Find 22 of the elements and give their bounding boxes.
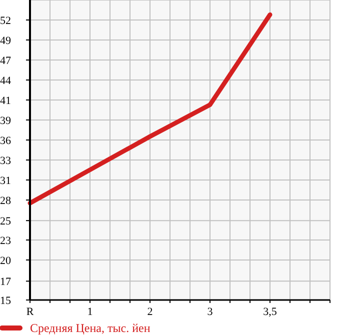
y-tick-label: 15 <box>0 294 12 307</box>
y-tick-label: 17 <box>0 276 12 288</box>
y-tick-label: 25 <box>0 215 12 228</box>
y-tick-label: 31 <box>0 174 11 187</box>
y-tick-label: 28 <box>0 194 12 207</box>
x-tick-label: 1 <box>87 306 93 318</box>
y-tick-label: 44 <box>0 74 12 87</box>
x-tick-label: 3,5 <box>263 306 278 318</box>
y-tick-label: 52 <box>0 14 11 27</box>
x-tick-label: 2 <box>147 306 153 318</box>
y-tick-label: 41 <box>0 94 11 107</box>
legend-label: Средняя Цена, тыс. йен <box>30 321 151 335</box>
y-tick-label: 36 <box>0 134 12 147</box>
y-tick-label: 33 <box>0 154 12 167</box>
y-tick-label: 39 <box>0 114 12 127</box>
y-tick-label: 20 <box>0 254 12 267</box>
x-tick-label: 3 <box>207 306 214 318</box>
y-tick-label: 49 <box>0 34 12 47</box>
y-tick-label: 23 <box>0 234 12 247</box>
y-tick-label: 47 <box>0 54 12 67</box>
x-tick-label: R <box>26 306 34 318</box>
line-series <box>28 12 272 206</box>
